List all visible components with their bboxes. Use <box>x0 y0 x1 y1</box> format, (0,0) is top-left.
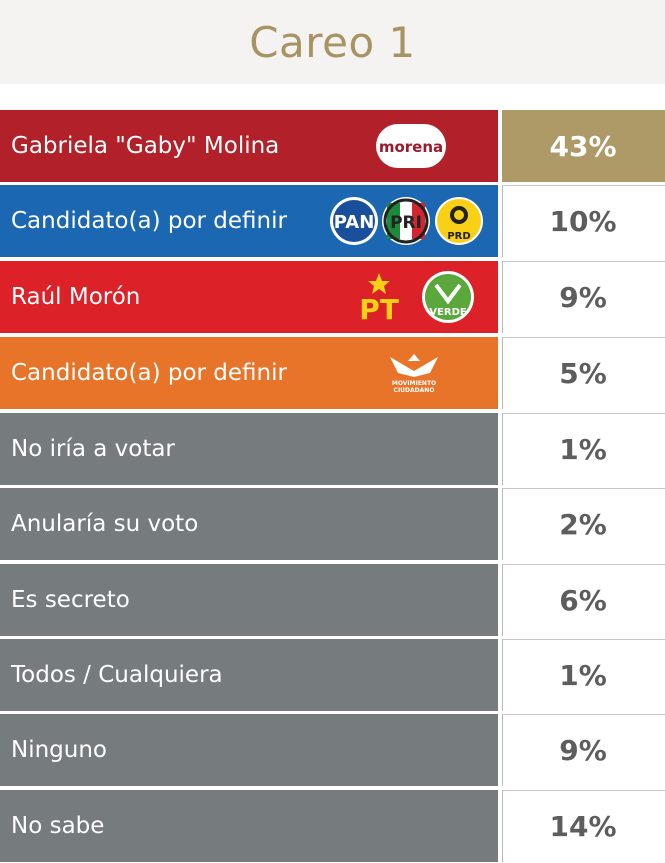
row-value: 9% <box>559 734 607 767</box>
label-cell: No iría a votar <box>0 413 498 485</box>
pan-pri-prd-logos-icon: PAN PRI PRD <box>330 197 483 245</box>
row-value: 2% <box>559 508 607 541</box>
row-label: Raúl Morón <box>11 284 141 310</box>
pan-logo-icon: PAN <box>330 197 378 245</box>
morena-logo-icon: morena <box>376 124 446 168</box>
label-cell: No sabe <box>0 790 498 862</box>
pt-logo-icon: PT <box>359 273 399 323</box>
row-label: Ninguno <box>11 737 107 763</box>
table-row: No iría a votar 1% <box>0 413 665 485</box>
pri-logo-text: PRI <box>390 213 422 233</box>
row-label: No iría a votar <box>11 436 175 462</box>
value-cell: 1% <box>502 639 665 711</box>
table-row: Anularía su voto 2% <box>0 488 665 560</box>
row-value: 5% <box>559 357 607 390</box>
table-row: Candidato(a) por definir MOVIMIENTO CIUD… <box>0 337 665 409</box>
value-cell: 5% <box>502 337 665 409</box>
row-label: Es secreto <box>11 587 130 613</box>
row-value: 9% <box>559 281 607 314</box>
row-value: 14% <box>549 810 617 843</box>
value-cell: 6% <box>502 564 665 636</box>
pt-verde-logos-icon: PT VERDE <box>359 271 474 323</box>
value-cell: 2% <box>502 488 665 560</box>
pan-logo-text: PAN <box>334 212 375 233</box>
mc-logo-text-1: MOVIMIENTO <box>392 380 436 387</box>
movimiento-ciudadano-logo-icon: MOVIMIENTO CIUDADANO <box>390 354 438 394</box>
row-label: No sabe <box>11 813 105 839</box>
chart-title: Careo 1 <box>249 18 416 67</box>
label-cell: Raúl Morón PT VERDE <box>0 261 498 333</box>
label-cell: Candidato(a) por definir MOVIMIENTO CIUD… <box>0 337 498 409</box>
label-cell: Ninguno <box>0 714 498 786</box>
row-value: 6% <box>559 584 607 617</box>
row-value: 1% <box>559 659 607 692</box>
table-row: Ninguno 9% <box>0 714 665 786</box>
value-cell: 43% <box>502 110 665 182</box>
row-label: Gabriela "Gaby" Molina <box>11 133 280 159</box>
label-cell: Anularía su voto <box>0 488 498 560</box>
pri-logo-icon: PRI <box>382 197 430 245</box>
pt-logo-text: PT <box>359 293 399 323</box>
table-row: Es secreto 6% <box>0 564 665 636</box>
label-cell: Candidato(a) por definir PAN PRI <box>0 185 498 257</box>
prd-logo-text: PRD <box>447 231 470 242</box>
verde-logo-icon: VERDE <box>422 271 474 323</box>
row-value: 43% <box>549 130 617 163</box>
verde-logo-text: VERDE <box>429 307 467 318</box>
label-cell: Es secreto <box>0 564 498 636</box>
label-cell: Todos / Cualquiera <box>0 639 498 711</box>
table-row: Gabriela "Gaby" Molina morena 43% <box>0 110 665 182</box>
table-row: Candidato(a) por definir PAN PRI <box>0 185 665 257</box>
value-cell: 14% <box>502 790 665 862</box>
header-band <box>0 0 665 84</box>
morena-logo-text: morena <box>379 138 443 156</box>
label-cell: Gabriela "Gaby" Molina morena <box>0 110 498 182</box>
value-cell: 9% <box>502 714 665 786</box>
row-label: Candidato(a) por definir <box>11 360 287 386</box>
row-value: 10% <box>549 205 617 238</box>
mc-logo-text-2: CIUDADANO <box>394 387 435 394</box>
value-cell: 1% <box>502 413 665 485</box>
table-row: Raúl Morón PT VERDE 9% <box>0 261 665 333</box>
table-row: No sabe 14% <box>0 790 665 862</box>
value-cell: 10% <box>502 185 665 257</box>
row-label: Todos / Cualquiera <box>11 662 223 688</box>
table-row: Todos / Cualquiera 1% <box>0 639 665 711</box>
value-cell: 9% <box>502 261 665 333</box>
row-label: Anularía su voto <box>11 511 199 537</box>
prd-logo-icon: PRD <box>435 197 483 245</box>
row-label: Candidato(a) por definir <box>11 208 287 234</box>
row-value: 1% <box>559 433 607 466</box>
